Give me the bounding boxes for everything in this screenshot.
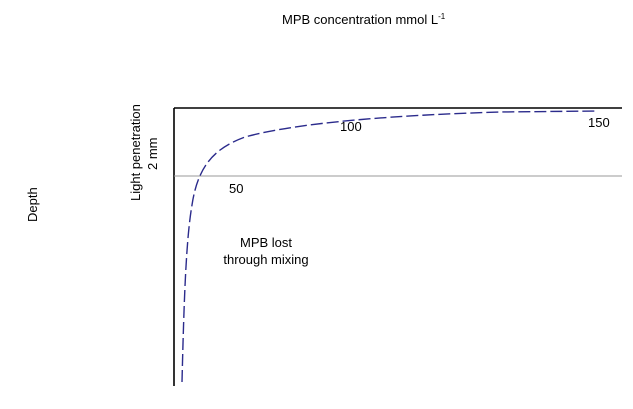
light-penetration-label: Light penetration: [128, 104, 143, 201]
value-label-50: 50: [229, 181, 243, 196]
value-label-150: 150: [588, 115, 610, 130]
title-main: MPB concentration mmol L: [282, 12, 438, 27]
mixing-annotation-line1: MPB lost: [240, 235, 292, 250]
concentration-curve: [181, 110, 599, 383]
diagram-title: MPB concentration mmol L-1: [282, 12, 446, 27]
light-penetration-depth-label: 2 mm: [145, 138, 160, 171]
mixing-annotation-line2: through mixing: [223, 252, 308, 267]
value-label-100: 100: [340, 119, 362, 134]
title-superscript: -1: [438, 12, 446, 21]
depth-label: Depth: [25, 187, 40, 222]
